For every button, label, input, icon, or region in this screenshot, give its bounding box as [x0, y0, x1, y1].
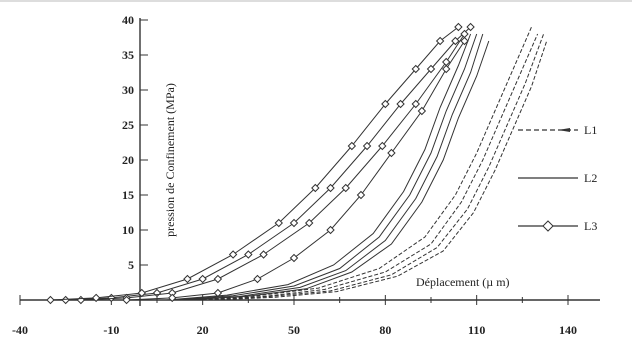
data-point	[460, 29, 469, 39]
data-point	[253, 274, 262, 284]
y-tick-label: 15	[122, 188, 134, 202]
data-point	[244, 250, 253, 259]
data-point	[213, 288, 223, 298]
data-point	[426, 64, 436, 74]
data-point	[417, 106, 427, 116]
data-point	[387, 148, 396, 158]
data-point	[347, 141, 357, 151]
legend-label-L3: L3	[584, 219, 597, 233]
data-point	[341, 183, 350, 193]
data-point	[381, 99, 390, 109]
data-point	[228, 250, 238, 259]
data-point	[61, 295, 70, 305]
data-point	[122, 295, 131, 305]
y-axis-label: pression de Confinement (MPa)	[163, 83, 177, 237]
data-point	[326, 183, 335, 193]
data-point	[466, 22, 475, 32]
series-line	[214, 40, 548, 301]
data-point	[274, 218, 283, 228]
legend-marker-L1	[558, 128, 570, 132]
data-point	[460, 36, 469, 46]
data-point	[213, 274, 223, 284]
data-point	[289, 218, 299, 228]
series-line	[184, 40, 490, 301]
series-line	[196, 26, 532, 301]
series-L1	[196, 26, 548, 301]
series-L2	[166, 33, 490, 301]
data-point	[454, 22, 463, 32]
x-axis-label: Déplacement (µ m)	[416, 275, 510, 289]
x-tick-label: 140	[559, 323, 577, 337]
data-point	[378, 141, 387, 151]
data-point	[435, 36, 445, 46]
x-tick-label: 20	[197, 323, 209, 337]
data-point	[362, 141, 372, 151]
data-point	[305, 218, 314, 228]
series-line	[178, 33, 484, 301]
data-point	[356, 190, 366, 200]
data-point	[411, 99, 420, 109]
y-tick-label: 5	[128, 258, 134, 272]
legend-marker-L3	[542, 220, 554, 232]
x-tick-label: 50	[288, 323, 300, 337]
legend-label-L2: L2	[584, 171, 597, 185]
x-tick-label: -10	[103, 323, 119, 337]
series-line	[80, 33, 465, 301]
data-point	[411, 64, 420, 74]
data-point	[289, 253, 299, 263]
x-tick-label: -40	[12, 323, 28, 337]
series-line	[208, 33, 545, 301]
data-point	[168, 293, 177, 303]
data-point	[311, 183, 320, 193]
y-ticks: 5 10 15 20 25 30 35 40	[122, 13, 148, 272]
series-line	[166, 33, 472, 301]
legend-label-L1: L1	[584, 123, 597, 137]
data-point	[137, 288, 146, 298]
series-line	[172, 33, 478, 301]
series-line	[65, 26, 471, 301]
data-point	[451, 36, 460, 46]
data-point	[442, 64, 451, 74]
data-point	[76, 295, 86, 305]
x-tick-label: 80	[379, 323, 391, 337]
data-point	[152, 288, 162, 298]
series-layer	[46, 22, 548, 305]
x-ticks: -40 -10 20 50 80 110 140	[12, 295, 577, 337]
y-tick-label: 25	[122, 118, 134, 132]
y-tick-label: 35	[122, 48, 134, 62]
y-tick-label: 20	[122, 153, 134, 167]
data-point	[326, 225, 335, 235]
data-point	[46, 295, 55, 305]
data-point	[91, 293, 101, 303]
data-point	[183, 274, 192, 284]
data-point	[198, 274, 207, 284]
y-tick-label: 10	[122, 223, 134, 237]
data-point	[396, 99, 405, 109]
x-tick-label: 110	[468, 323, 485, 337]
legend: L1 L2 L3	[518, 123, 597, 233]
y-tick-label: 30	[122, 83, 134, 97]
data-point	[259, 250, 268, 259]
series-line	[202, 33, 539, 301]
series-line	[50, 26, 459, 301]
chart-axes	[0, 0, 632, 306]
y-tick-label: 40	[122, 13, 134, 27]
series-L3	[46, 22, 475, 305]
